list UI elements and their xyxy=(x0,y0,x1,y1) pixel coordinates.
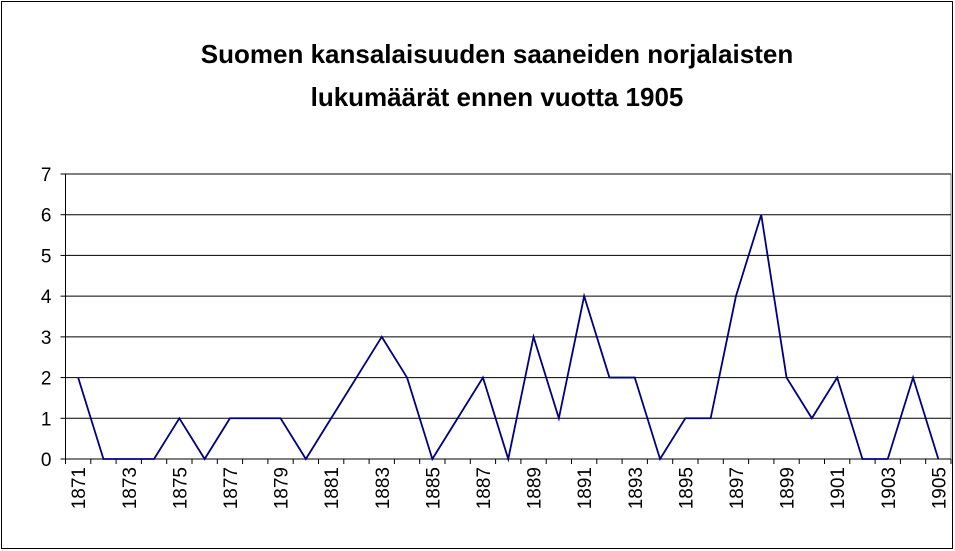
x-tick-label: 1881 xyxy=(322,467,343,509)
x-tick-label: 1897 xyxy=(727,467,748,509)
x-tick-label: 1883 xyxy=(373,467,394,509)
x-tick-label: 1889 xyxy=(525,467,546,509)
x-tick-label: 1901 xyxy=(828,467,849,509)
x-tick-label: 1899 xyxy=(778,467,799,509)
data-line xyxy=(77,214,940,463)
x-tick-label: 1895 xyxy=(676,467,697,509)
y-tick-label: 2 xyxy=(41,369,52,390)
y-tick-label: 3 xyxy=(41,328,52,349)
x-tick-label: 1875 xyxy=(170,467,191,509)
chart-title: lukumäärät ennen vuotta 1905 xyxy=(311,82,684,112)
x-tick-label: 1879 xyxy=(272,467,293,509)
y-tick-label: 4 xyxy=(41,287,52,308)
x-tick-label: 1893 xyxy=(626,467,647,509)
y-tick-label: 0 xyxy=(41,450,52,471)
x-tick-label: 1871 xyxy=(69,467,90,509)
y-tick-label: 5 xyxy=(41,246,52,267)
y-tick-label: 1 xyxy=(41,409,52,430)
x-tick-label: 1873 xyxy=(120,467,141,509)
x-tick-label: 1887 xyxy=(474,467,495,509)
chart-title: Suomen kansalaisuuden saaneiden norjalai… xyxy=(201,39,793,69)
y-tick-label: 6 xyxy=(41,206,52,227)
y-tick-label: 7 xyxy=(41,165,52,186)
x-tick-label: 1905 xyxy=(929,467,950,509)
x-tick-label: 1885 xyxy=(423,467,444,509)
x-tick-label: 1891 xyxy=(575,467,596,509)
x-tick-label: 1877 xyxy=(221,467,242,509)
x-tick-label: 1903 xyxy=(879,467,900,509)
